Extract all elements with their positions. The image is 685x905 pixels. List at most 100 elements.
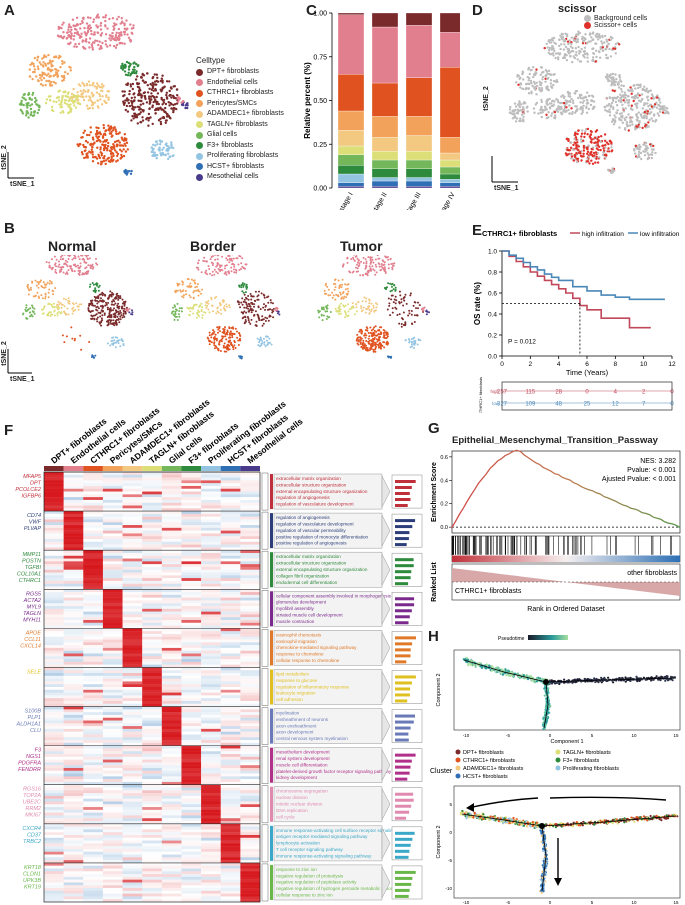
heatmap-cell (181, 533, 202, 537)
cell-point (121, 144, 125, 147)
cell-point (321, 319, 324, 322)
cell-point (99, 45, 103, 48)
cell-point (61, 258, 64, 261)
cell-point (27, 308, 29, 311)
cell-point (364, 332, 367, 335)
heatmap-cell (181, 583, 202, 587)
background-cell (551, 39, 554, 42)
cell-point (350, 258, 353, 260)
cell-point (116, 304, 119, 307)
y-tick-label: 0.8 (488, 270, 497, 277)
cell-point (31, 315, 34, 318)
cell-point (212, 310, 215, 313)
background-cell (607, 42, 610, 46)
cell-point (61, 79, 64, 83)
legend-dot (196, 121, 203, 129)
cell-point (96, 282, 99, 285)
cell-point (26, 103, 29, 107)
background-cell (509, 105, 512, 109)
cell-point (363, 343, 366, 346)
background-cell (566, 90, 570, 94)
heatmap-cell (201, 611, 221, 615)
background-cell (634, 87, 637, 90)
heatmap-cell (161, 508, 182, 512)
heatmap-cell (181, 525, 202, 529)
cell-point (29, 307, 32, 310)
cell-point (353, 259, 356, 262)
heatmap-cell (240, 530, 261, 534)
heatmap-cell (63, 583, 84, 587)
enrichment-bar (395, 621, 409, 625)
cell-point (121, 316, 124, 319)
background-cell (586, 56, 589, 59)
heatmap-cell (44, 516, 64, 520)
cell-point (220, 338, 223, 341)
heatmap-cell (63, 480, 84, 484)
cell-point (364, 348, 367, 351)
cell-point (412, 304, 415, 307)
cell-point (105, 94, 108, 97)
cell-point (159, 88, 162, 91)
cell-point (91, 304, 94, 307)
heatmap-cell (201, 589, 221, 593)
cell-point (112, 322, 115, 325)
cell-point (339, 291, 342, 294)
cell-point (50, 313, 53, 316)
heatmap-cell (161, 483, 182, 487)
cell-point (231, 326, 234, 329)
cell-point (197, 313, 200, 316)
cell-point (57, 90, 60, 93)
heatmap-cell (63, 530, 84, 534)
cell-point (113, 37, 116, 40)
heatmap-cell (220, 533, 241, 537)
background-cell (540, 106, 543, 110)
cell-point (104, 14, 108, 17)
cell-point (385, 256, 388, 259)
cell-point (118, 37, 121, 40)
cell-point (249, 293, 252, 295)
heatmap-cell (161, 566, 182, 570)
background-cell (638, 155, 641, 159)
cell-point (124, 108, 128, 112)
cell-point (115, 151, 118, 154)
cell-point (362, 306, 365, 309)
panel-letter-a: A (4, 2, 15, 19)
cell-point (262, 322, 265, 325)
cell-point (152, 89, 155, 93)
title-tumor: Tumor (340, 238, 383, 254)
cell-point (113, 341, 116, 344)
cell-point (345, 296, 348, 299)
cell-point (394, 288, 397, 291)
cell-point (119, 311, 122, 314)
heatmap-cell (161, 544, 182, 548)
heatmap-cell (102, 561, 123, 565)
gene-label: PCOLCE2 (15, 487, 41, 493)
heatmap-cell (181, 499, 202, 503)
scissor-cell (572, 159, 575, 162)
scissor-cell (595, 147, 599, 150)
heatmap-cell (44, 597, 64, 601)
cell-point (225, 264, 228, 267)
cell-point (173, 304, 176, 307)
cell-point (130, 119, 133, 122)
heatmap-cell (240, 608, 261, 612)
cell-point (155, 73, 159, 76)
cell-point (185, 293, 188, 296)
background-cell (522, 108, 525, 111)
cell-point (376, 255, 379, 257)
heatmap-cell (102, 614, 123, 618)
cell-point (110, 130, 113, 133)
go-term: positive regulation of monocyte differen… (276, 534, 369, 539)
cell-point (263, 296, 266, 299)
cell-point (106, 149, 109, 152)
cell-point (222, 307, 225, 309)
cell-point (363, 347, 366, 350)
cell-point (257, 298, 260, 301)
heatmap-cell (142, 597, 163, 601)
cell-point (61, 96, 64, 100)
cell-point (159, 143, 162, 146)
heatmap-cell (201, 525, 221, 529)
heatmap-cell (122, 494, 143, 498)
cell-point (79, 265, 82, 268)
heatmap-cell (142, 499, 163, 503)
